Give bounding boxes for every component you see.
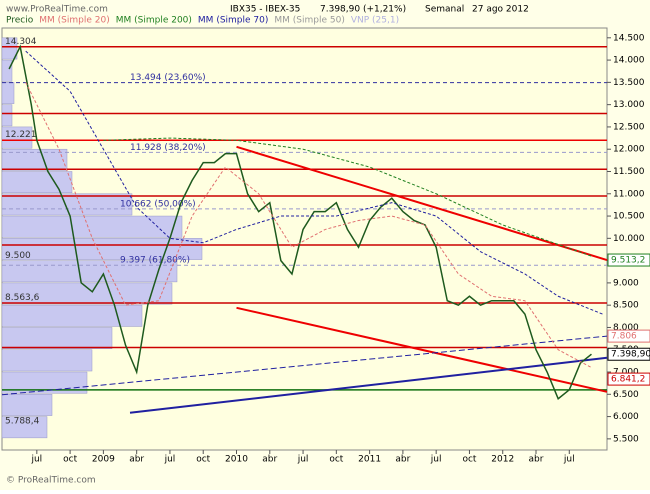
- right-label: 6.841,2: [611, 375, 645, 385]
- x-tick-label: abr: [129, 455, 144, 465]
- fib-label: 13.494 (23,60%): [130, 73, 206, 83]
- x-tick-label: 2010: [225, 455, 248, 465]
- x-tick-label: oct: [329, 455, 343, 465]
- watermark: www.ProRealTime.com: [6, 5, 108, 15]
- left-label: 12.221: [5, 130, 37, 140]
- y-tick-label: 6.500: [613, 390, 639, 400]
- x-tick-label: 2011: [358, 455, 381, 465]
- x-tick-label: jul: [164, 455, 176, 465]
- y-tick-label: 11.500: [613, 167, 645, 177]
- legend-entry: MM (Simple 200): [116, 16, 192, 26]
- volume-bar: [1, 148, 68, 171]
- x-tick-label: jul: [297, 455, 309, 465]
- left-label: 5.788,4: [5, 417, 40, 427]
- volume-bar: [1, 327, 113, 349]
- x-tick-label: oct: [63, 455, 77, 465]
- y-tick-label: 6.000: [613, 412, 639, 422]
- x-tick-label: jul: [563, 455, 575, 465]
- volume-bar: [1, 82, 15, 104]
- volume-bar: [1, 260, 178, 283]
- x-tick-label: oct: [462, 455, 476, 465]
- volume-bar: [1, 126, 33, 149]
- volume-bar: [1, 282, 173, 305]
- date: 27 ago 2012: [472, 5, 529, 15]
- legend-entry: MM (Simple 20): [39, 16, 109, 26]
- chart-title: IBX35 - IBEX-35: [230, 5, 300, 15]
- left-label: 9.500: [5, 251, 31, 261]
- x-tick-label: abr: [395, 455, 410, 465]
- volume-bar: [1, 37, 18, 60]
- series-line: [8, 44, 592, 400]
- volume-bar: [1, 238, 203, 260]
- legend-entry: MM (Simple 70): [198, 16, 268, 26]
- volume-bar: [1, 215, 183, 238]
- period: Semanal: [425, 5, 464, 15]
- x-tick-label: abr: [529, 455, 544, 465]
- volume-bar: [1, 349, 93, 372]
- right-label-box: [607, 253, 650, 267]
- volume-bar: [1, 394, 53, 416]
- y-tick-label: 8.000: [613, 323, 639, 333]
- y-tick-label: 10.500: [613, 212, 645, 222]
- y-tick-label: 13.500: [613, 78, 645, 88]
- trendline: [1, 335, 608, 396]
- y-tick-label: 7.000: [613, 368, 639, 378]
- x-tick-label: abr: [262, 455, 277, 465]
- y-tick-label: 12.000: [613, 145, 645, 155]
- y-tick-label: 13.000: [613, 100, 645, 110]
- x-tick-label: oct: [196, 455, 210, 465]
- volume-bar: [1, 171, 73, 194]
- volume-bar: [1, 304, 143, 327]
- left-label: 14.304: [5, 37, 37, 47]
- right-label: 9.513,2: [611, 256, 645, 266]
- x-tick-label: jul: [30, 455, 42, 465]
- legend-entry: VNP (25,1): [351, 16, 399, 26]
- y-tick-label: 14.500: [613, 33, 645, 43]
- fib-label: 9.397 (61,80%): [120, 256, 190, 266]
- volume-bar: [1, 59, 13, 82]
- left-label: 8.563,6: [5, 293, 40, 303]
- legend-entry: MM (Simple 50): [274, 16, 344, 26]
- right-label-box: [607, 372, 650, 386]
- y-tick-label: 11.000: [613, 189, 645, 199]
- fib-label: 11.928 (38,20%): [130, 143, 206, 153]
- y-tick-label: 9.000: [613, 278, 639, 288]
- x-tick-label: 2012: [491, 455, 514, 465]
- fib-label: 10.662 (50,00%): [120, 199, 196, 209]
- volume-bar: [1, 193, 133, 216]
- right-label-box: [607, 329, 650, 343]
- price: 7.398,90 (+1,21%): [320, 5, 406, 15]
- legend-entry: Precio: [6, 16, 34, 26]
- y-tick-label: 8.500: [613, 301, 639, 311]
- right-label-box: [607, 347, 650, 361]
- x-tick-label: 2009: [92, 455, 115, 465]
- right-label: 7.806: [611, 332, 637, 342]
- trendline: [129, 356, 608, 414]
- series-line: [25, 82, 592, 369]
- x-tick-label: jul: [430, 455, 442, 465]
- y-tick-label: 14.000: [613, 56, 645, 66]
- right-label: 7.398,90: [611, 350, 650, 360]
- y-tick-label: 10.000: [613, 234, 645, 244]
- volume-bar: [1, 104, 13, 127]
- watermark: © ProRealTime.com: [6, 476, 96, 486]
- series-line: [103, 137, 592, 257]
- y-tick-label: 12.500: [613, 122, 645, 132]
- trendline: [236, 306, 608, 393]
- volume-bar: [1, 371, 88, 394]
- y-tick-label: 5.500: [613, 434, 639, 444]
- volume-bar: [1, 416, 48, 439]
- trendline: [236, 145, 608, 261]
